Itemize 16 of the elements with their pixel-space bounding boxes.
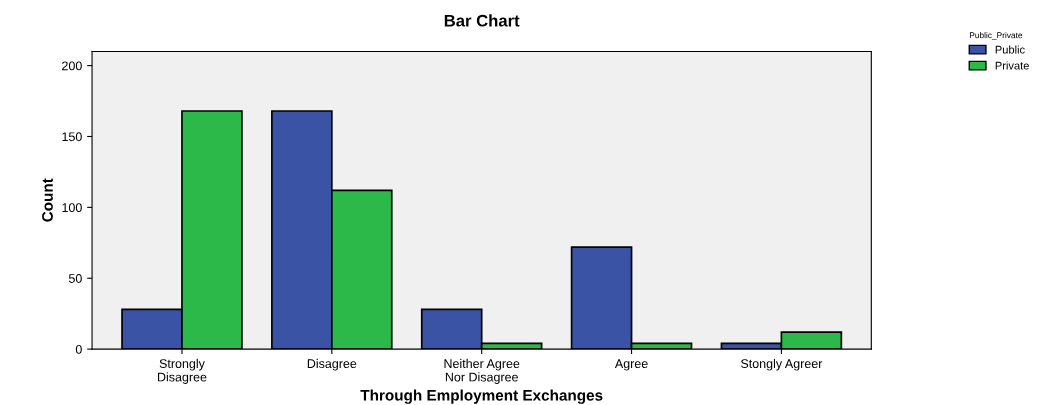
x-tick-label: Disagree	[307, 358, 357, 371]
y-axis-title: Count	[42, 178, 53, 222]
y-tick-label: 100	[62, 203, 82, 213]
legend-label: Public	[995, 45, 1025, 54]
x-tick-label: Agree	[614, 359, 648, 371]
x-axis-title: Through Employment Exchanges	[360, 389, 603, 404]
chart-title: Bar Chart	[444, 14, 520, 27]
x-tick-label: Stongly Agreer	[740, 358, 823, 371]
y-tick-label: 200	[62, 61, 82, 71]
y-tick-label: 150	[62, 132, 82, 142]
y-tick-label: 0	[75, 344, 82, 354]
legend-title: Public_Private	[969, 32, 1023, 40]
x-tick-label: Strongly Disagree	[157, 358, 207, 384]
y-tick-label: 50	[68, 274, 82, 283]
x-tick-label: Neither Agree Nor Disagree	[444, 358, 520, 384]
legend-label: Private	[995, 61, 1029, 70]
